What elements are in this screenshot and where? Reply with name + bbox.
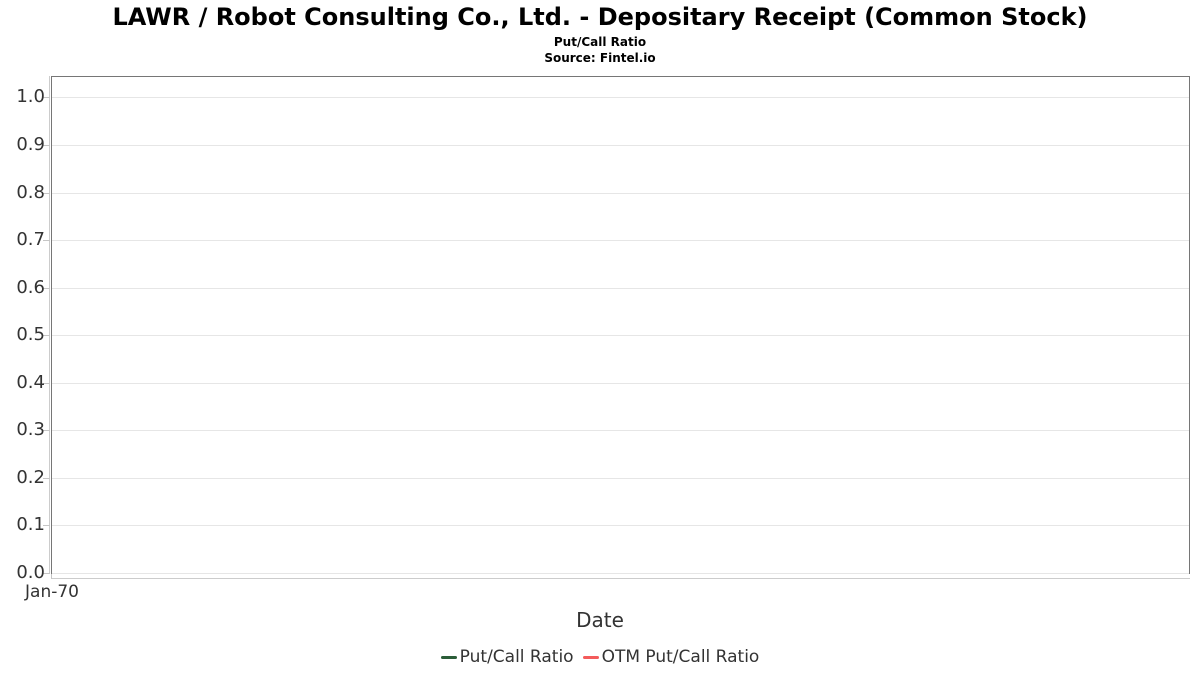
y-tick	[43, 478, 50, 479]
legend-item-label: Put/Call Ratio	[459, 647, 574, 667]
y-gridline	[52, 145, 1189, 146]
x-tick	[51, 574, 52, 579]
y-tick	[43, 525, 50, 526]
y-tick-label: 0.9	[16, 134, 45, 155]
y-gridline	[52, 240, 1189, 241]
y-tick-label: 1.0	[16, 86, 45, 107]
y-tick	[43, 573, 50, 574]
y-tick-label: 0.0	[16, 562, 45, 583]
chart-title: LAWR / Robot Consulting Co., Ltd. - Depo…	[112, 3, 1088, 31]
y-gridline	[52, 193, 1189, 194]
legend-item-label: OTM Put/Call Ratio	[601, 647, 760, 667]
y-tick-label: 0.4	[16, 372, 45, 393]
y-gridline	[52, 335, 1189, 336]
y-tick-label: 0.7	[16, 229, 45, 250]
legend-item-otm-put-call-ratio[interactable]: OTM Put/Call Ratio	[582, 647, 760, 667]
y-gridline	[52, 288, 1189, 289]
x-axis-line	[51, 578, 1190, 579]
y-tick-label: 0.8	[16, 182, 45, 203]
y-gridline	[52, 525, 1189, 526]
chart-source-label: Source: Fintel.io	[544, 51, 656, 65]
line-marker-icon	[440, 655, 457, 659]
y-tick	[43, 430, 50, 431]
y-tick	[43, 288, 50, 289]
chart-subtitle: Put/Call Ratio	[553, 35, 647, 49]
y-gridline	[52, 97, 1189, 98]
legend: Put/Call Ratio OTM Put/Call Ratio	[0, 647, 1200, 667]
plot-area	[51, 76, 1190, 574]
y-tick-label: 0.2	[16, 467, 45, 488]
legend-item-put-call-ratio[interactable]: Put/Call Ratio	[440, 647, 574, 667]
y-tick-label: 0.6	[16, 277, 45, 298]
y-gridline	[52, 383, 1189, 384]
x-tick-label: Jan-70	[25, 582, 79, 602]
y-gridline	[52, 478, 1189, 479]
y-tick	[43, 383, 50, 384]
line-marker-icon	[582, 655, 599, 659]
y-tick	[43, 335, 50, 336]
y-tick	[43, 193, 50, 194]
y-tick-label: 0.3	[16, 419, 45, 440]
x-axis-title: Date	[576, 608, 624, 632]
y-gridline	[52, 430, 1189, 431]
y-tick-label: 0.1	[16, 514, 45, 535]
y-tick	[43, 97, 50, 98]
y-tick	[43, 145, 50, 146]
y-gridline	[52, 573, 1189, 574]
y-tick	[43, 240, 50, 241]
y-tick-label: 0.5	[16, 324, 45, 345]
y-axis-line	[49, 76, 50, 573]
